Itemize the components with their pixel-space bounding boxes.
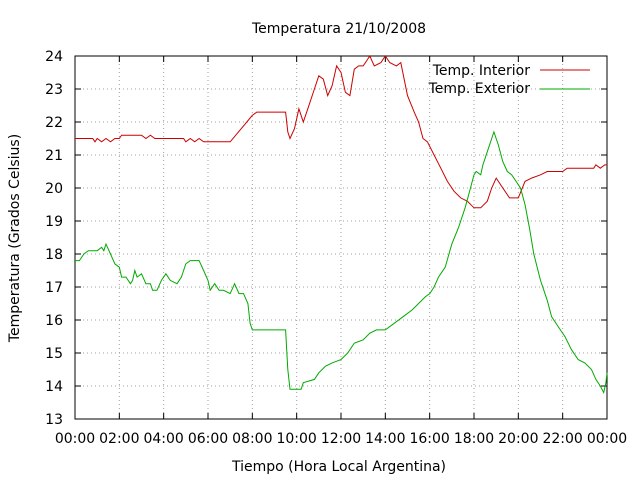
legend-label-interior: Temp. Interior [432, 63, 531, 79]
x-tick-label: 20:00 [498, 431, 538, 447]
x-tick-label: 08:00 [232, 431, 272, 447]
series-line-interior [75, 54, 607, 209]
x-tick-label: 14:00 [365, 431, 405, 447]
x-axis-label: Tiempo (Hora Local Argentina) [231, 459, 446, 475]
x-tick-label: 00:00 [587, 431, 627, 447]
x-tick-label: 16:00 [409, 431, 449, 447]
x-tick-label: 04:00 [143, 431, 183, 447]
y-tick-label: 19 [45, 214, 63, 230]
y-tick-label: 14 [45, 379, 63, 395]
chart-title: Temperatura 21/10/2008 [251, 21, 426, 37]
y-tick-label: 21 [45, 148, 63, 164]
legend-label-exterior: Temp. Exterior [428, 81, 531, 97]
x-tick-label: 12:00 [321, 431, 361, 447]
x-tick-label: 18:00 [454, 431, 494, 447]
x-tick-label: 02:00 [99, 431, 139, 447]
legend: Temp. Interior Temp. Exterior [428, 63, 590, 97]
x-tick-label: 22:00 [542, 431, 582, 447]
y-tick-label: 20 [45, 181, 63, 197]
axis-ticks [74, 55, 608, 420]
series [75, 54, 608, 395]
y-tick-label: 16 [45, 313, 63, 329]
x-tick-label: 00:00 [55, 431, 95, 447]
y-tick-label: 13 [45, 412, 63, 428]
y-axis-label: Temperatura (Grados Celsius) [7, 134, 23, 343]
y-tick-label: 22 [45, 115, 63, 131]
y-tick-label: 24 [45, 49, 63, 65]
grid [75, 56, 607, 419]
y-tick-label: 23 [45, 82, 63, 98]
y-tick-label: 15 [45, 346, 63, 362]
y-tick-label: 18 [45, 247, 63, 263]
y-tick-labels: 13 14 15 16 17 18 19 20 21 22 23 24 [45, 49, 63, 428]
y-tick-label: 17 [45, 280, 63, 296]
x-tick-label: 10:00 [276, 431, 316, 447]
series-line-exterior [75, 130, 608, 395]
x-tick-label: 06:00 [188, 431, 228, 447]
x-tick-labels: 00:00 02:00 04:00 06:00 08:00 10:00 12:00 14:00… [55, 431, 627, 447]
